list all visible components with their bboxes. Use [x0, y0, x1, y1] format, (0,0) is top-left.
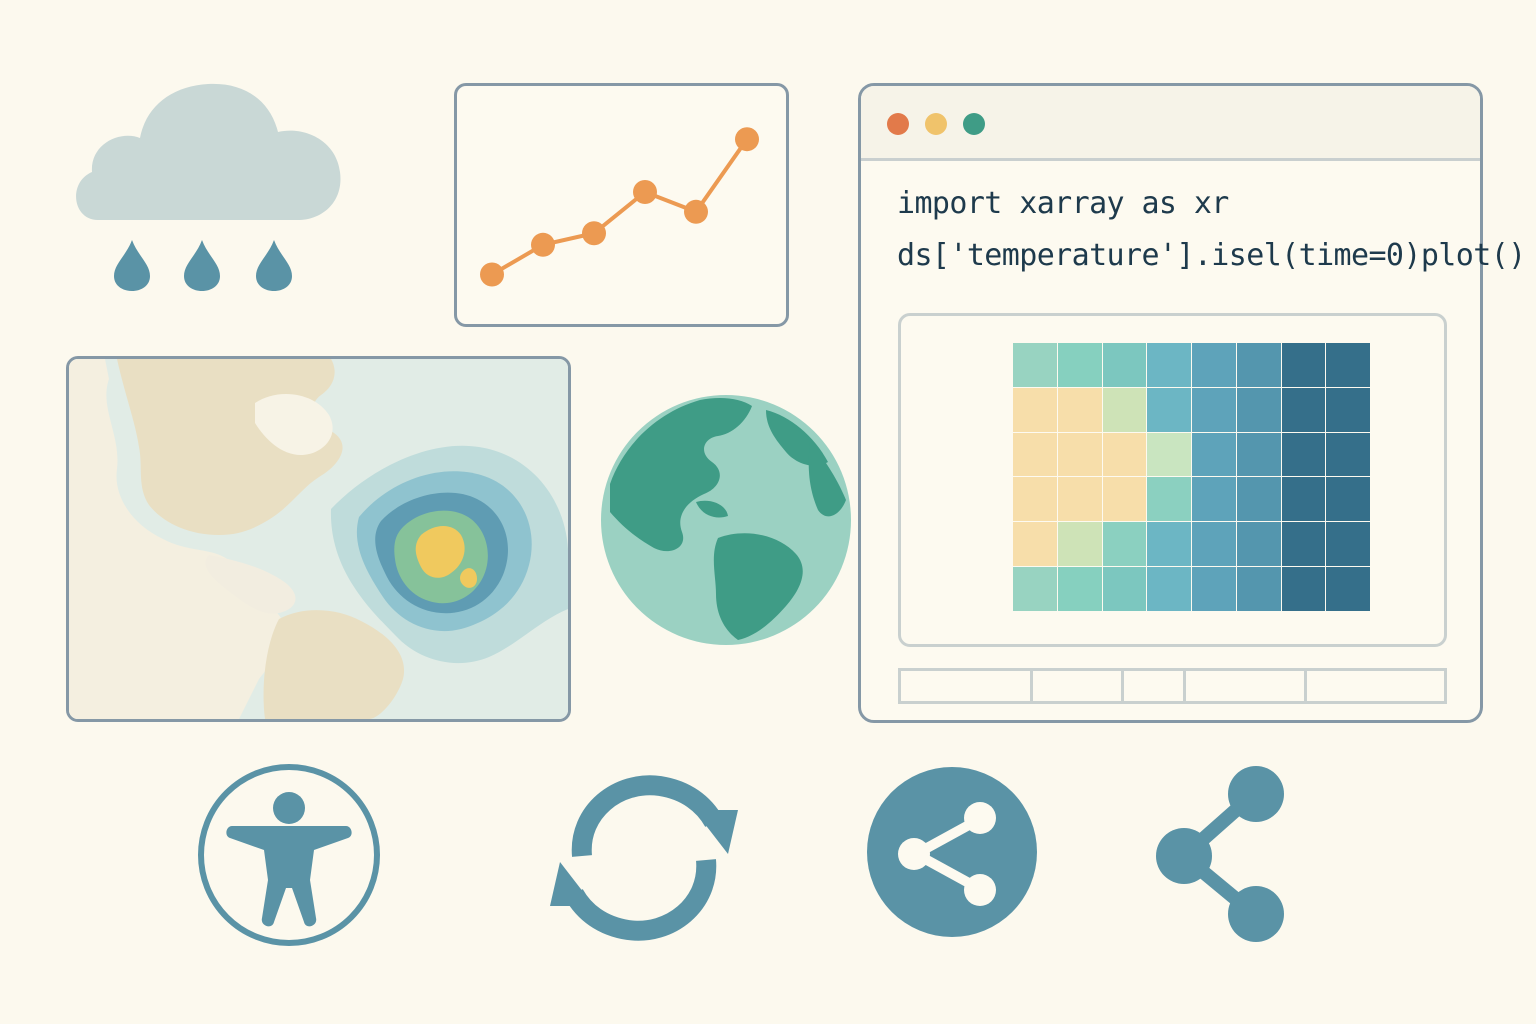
- heatmap-cell: [1147, 477, 1191, 522]
- rain-cloud-icon: [76, 83, 341, 291]
- code-line-plot: ds['temperature'].isel(time=0)plot(): [897, 238, 1526, 273]
- share-icon[interactable]: [1154, 764, 1290, 944]
- code-window: import xarray as xr ds['temperature'].is…: [858, 83, 1526, 723]
- heatmap-cell: [1326, 343, 1370, 387]
- heatmap-cell: [1013, 522, 1057, 567]
- heatmap-cell: [1236, 343, 1281, 387]
- heatmap-cell: [1326, 432, 1370, 477]
- heatmap-cell: [1326, 477, 1370, 522]
- data-point: [582, 221, 606, 246]
- heatmap-cell: [1147, 567, 1191, 611]
- heatmap-cell: [1326, 522, 1370, 567]
- data-point: [735, 127, 759, 152]
- data-table-strip: [898, 668, 1447, 704]
- maximize-window-button[interactable]: [963, 113, 985, 135]
- heatmap-cell: [1281, 567, 1326, 611]
- window-titlebar: [861, 86, 1480, 161]
- heatmap-cell: [1057, 343, 1102, 387]
- heatmap-cell: [1013, 343, 1057, 387]
- data-point: [531, 232, 555, 257]
- heatmap-cell: [1236, 432, 1281, 477]
- heatmap-cell: [1236, 567, 1281, 611]
- series-line: [490, 138, 749, 277]
- map-icon: [66, 356, 571, 722]
- weather-map: [69, 359, 568, 719]
- heatmap-cell: [1057, 477, 1102, 522]
- plot-output: [898, 313, 1447, 647]
- code-line-import: import xarray as xr: [897, 186, 1229, 221]
- heatmap-cell: [1102, 387, 1147, 432]
- heatmap-cell: [1326, 387, 1370, 432]
- table-cell: [901, 671, 1033, 701]
- temperature-heatmap: [1013, 343, 1370, 611]
- globe-icon: [601, 395, 851, 645]
- heatmap-cell: [1326, 567, 1370, 611]
- accessibility-icon[interactable]: [196, 762, 382, 948]
- heatmap-cell: [1147, 432, 1191, 477]
- heatmap-cell: [1013, 387, 1057, 432]
- heatmap-cell: [1281, 522, 1326, 567]
- data-point: [684, 199, 708, 224]
- heatmap-cell: [1281, 477, 1326, 522]
- heatmap-cell: [1236, 387, 1281, 432]
- heatmap-cell: [1057, 432, 1102, 477]
- heatmap-cell: [1057, 567, 1102, 611]
- heatmap-cell: [1192, 477, 1236, 522]
- line-chart: [480, 127, 759, 287]
- minimize-window-button[interactable]: [925, 113, 947, 135]
- heatmap-cell: [1013, 432, 1057, 477]
- heatmap-cell: [1192, 432, 1236, 477]
- table-cell: [1186, 671, 1307, 701]
- heatmap-cell: [1057, 387, 1102, 432]
- close-window-button[interactable]: [887, 113, 909, 135]
- heatmap-cell: [1192, 522, 1236, 567]
- heatmap-cell: [1102, 522, 1147, 567]
- heatmap-cell: [1192, 567, 1236, 611]
- table-cell: [1307, 671, 1444, 701]
- heatmap-cell: [1281, 387, 1326, 432]
- heatmap-cell: [1102, 432, 1147, 477]
- heatmap-cell: [1281, 343, 1326, 387]
- heatmap-cell: [1147, 522, 1191, 567]
- heatmap-cell: [1013, 477, 1057, 522]
- data-point: [480, 262, 504, 287]
- heatmap-cell: [1057, 522, 1102, 567]
- heatmap-cell: [1192, 343, 1236, 387]
- heatmap-cell: [1102, 567, 1147, 611]
- refresh-icon[interactable]: [546, 766, 742, 950]
- table-cell: [1124, 671, 1186, 701]
- heatmap-cell: [1236, 477, 1281, 522]
- heatmap-cell: [1192, 387, 1236, 432]
- heatmap-cell: [1102, 477, 1147, 522]
- heatmap-cell: [1236, 522, 1281, 567]
- data-point: [633, 180, 657, 204]
- line-chart-icon: [454, 83, 789, 327]
- share-circle-icon[interactable]: [866, 766, 1038, 938]
- table-cell: [1033, 671, 1124, 701]
- heatmap-cell: [1281, 432, 1326, 477]
- heatmap-cell: [1147, 343, 1191, 387]
- heatmap-cell: [1102, 343, 1147, 387]
- heatmap-cell: [1013, 567, 1057, 611]
- heatmap-cell: [1147, 387, 1191, 432]
